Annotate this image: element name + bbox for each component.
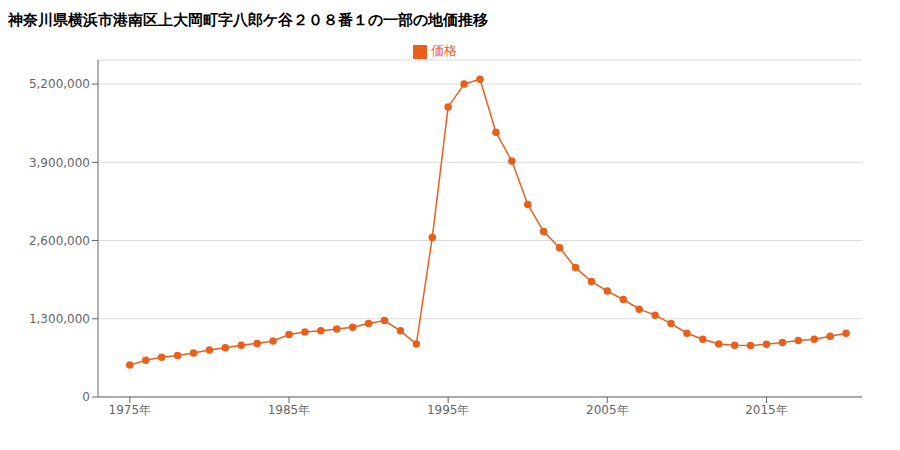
svg-text:5,200,000: 5,200,000 <box>29 77 90 91</box>
svg-text:1,300,000: 1,300,000 <box>29 312 90 326</box>
svg-text:2005年: 2005年 <box>586 403 629 417</box>
svg-text:0: 0 <box>82 390 90 404</box>
svg-text:1985年: 1985年 <box>268 403 311 417</box>
svg-text:3,900,000: 3,900,000 <box>29 156 90 170</box>
html-text:神奈川県横浜市港南区上大岡町字八郎ケ谷２０８番１の一部の地価: 神奈川県横浜市港南区上大岡町字八郎ケ谷２０８番１の一部の地価推移 <box>8 11 488 29</box>
svg-text:2,600,000: 2,600,000 <box>29 234 90 248</box>
svg-text:1995年: 1995年 <box>427 403 470 417</box>
svg-text:1975年: 1975年 <box>109 403 152 417</box>
svg-text:2015年: 2015年 <box>745 403 788 417</box>
html-text:価格: 価格 <box>431 43 457 58</box>
